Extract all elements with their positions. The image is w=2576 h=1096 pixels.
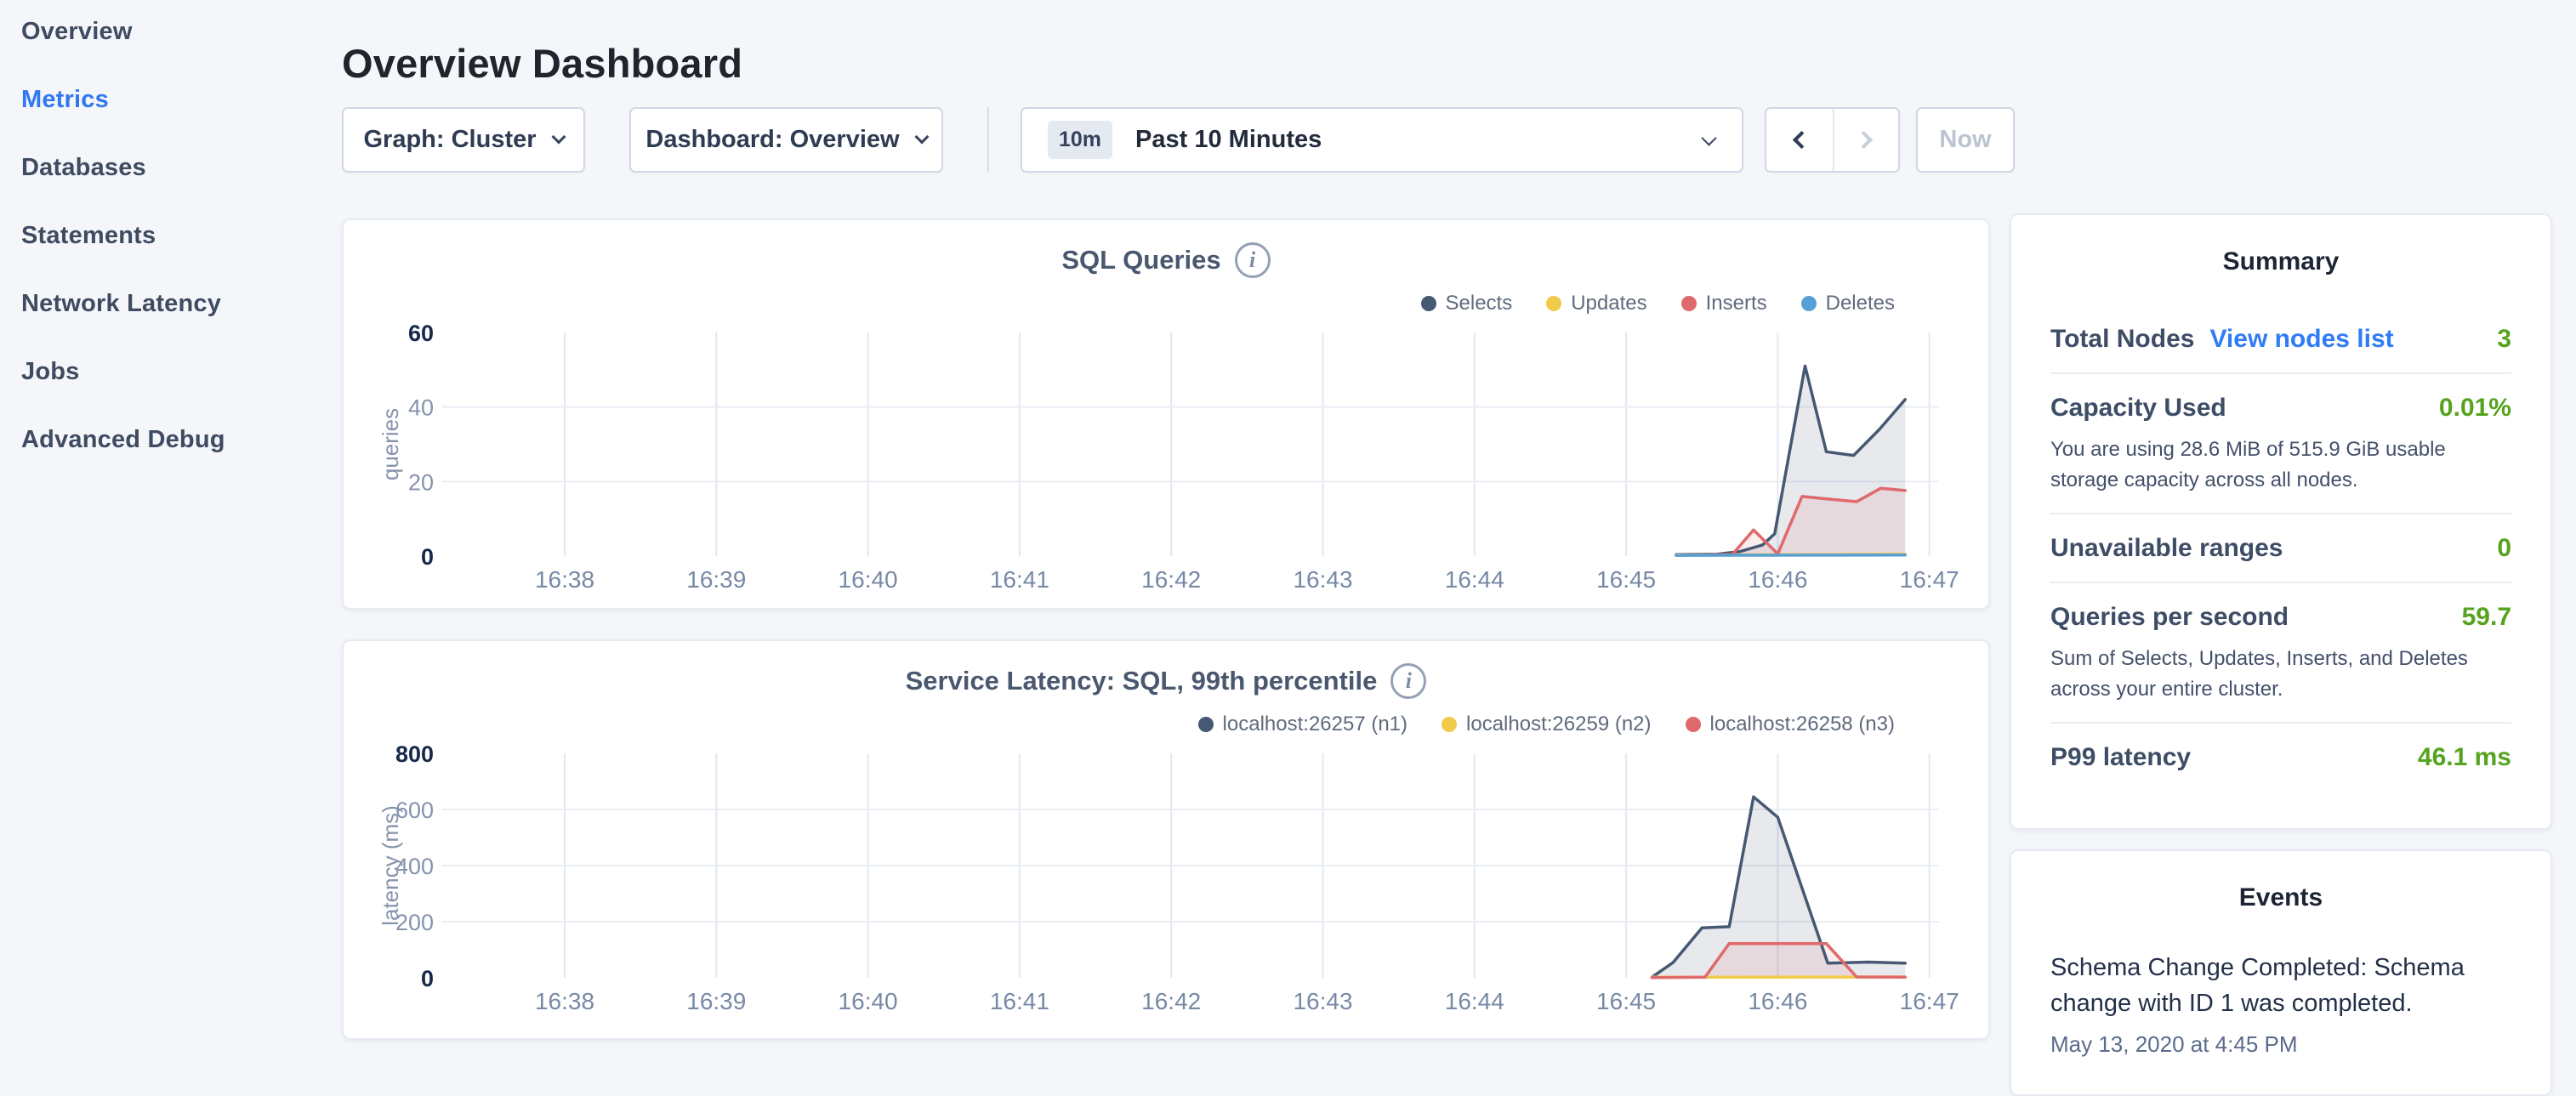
time-range-label: Past 10 Minutes [1135,126,1322,154]
svg-text:latency (ms): latency (ms) [378,805,403,926]
sidebar-item-label: Statements [21,221,156,250]
svg-text:16:44: 16:44 [1445,566,1504,593]
view-nodes-list-link[interactable]: View nodes list [2209,325,2393,354]
svg-text:16:40: 16:40 [839,988,898,1014]
sidebar-item-network-latency[interactable]: Network Latency [21,289,342,357]
summary-row-unavailable-ranges: Unavailable ranges 0 [2050,514,2511,582]
svg-text:16:45: 16:45 [1596,988,1656,1014]
svg-text:20: 20 [408,469,434,495]
controls-divider [987,107,989,173]
chevron-down-icon [1701,130,1716,145]
event-list-item: Schema Change Completed: Schema change w… [2050,950,2511,1058]
svg-text:16:46: 16:46 [1748,566,1807,593]
service-latency-chart-canvas[interactable]: 16:38 16:39 16:40 16:41 16:42 16:43 16:44 16:45… [344,641,1992,1042]
summary-panel-title: Summary [2050,215,2511,276]
summary-row-total-nodes: Total Nodes View nodes list 3 [2050,305,2511,372]
svg-text:16:43: 16:43 [1293,566,1352,593]
time-step-back-button[interactable] [1766,109,1833,171]
svg-text:16:42: 16:42 [1141,566,1201,593]
summary-row-value: 59.7 [2462,603,2511,632]
svg-text:16:39: 16:39 [686,566,746,593]
now-button[interactable]: Now [1916,107,2015,173]
summary-row-value: 0.01% [2439,394,2511,423]
svg-text:16:40: 16:40 [839,566,898,593]
time-range-dropdown[interactable]: 10m Past 10 Minutes [1021,107,1743,173]
svg-text:0: 0 [421,544,434,570]
chevron-left-icon [1793,131,1811,149]
events-panel-title: Events [2050,851,2511,912]
time-range-badge: 10m [1048,121,1112,159]
summary-row-value: 0 [2497,534,2511,563]
sidebar-item-statements[interactable]: Statements [21,221,342,289]
sidebar-item-label: Advanced Debug [21,425,225,454]
svg-text:16:42: 16:42 [1141,988,1201,1014]
summary-row-queries-per-second: Queries per second 59.7 [2050,583,2511,650]
svg-text:60: 60 [408,321,434,346]
events-panel: Events Schema Change Completed: Schema c… [2010,849,2552,1096]
svg-text:16:46: 16:46 [1748,988,1807,1014]
sql-queries-chart-canvas[interactable]: 16:38 16:39 16:40 16:41 16:42 16:43 16:44 16:45… [344,220,1992,611]
summary-row-label: Unavailable ranges [2050,534,2283,563]
chevron-right-icon [1855,131,1873,149]
summary-row-label: Total Nodes [2050,325,2194,354]
event-timestamp: May 13, 2020 at 4:45 PM [2050,1031,2511,1058]
sidebar-item-advanced-debug[interactable]: Advanced Debug [21,425,342,493]
graph-dropdown[interactable]: Graph: Cluster [342,107,585,173]
svg-text:16:41: 16:41 [990,566,1049,593]
sidebar-item-label: Databases [21,153,146,182]
svg-text:16:47: 16:47 [1900,988,1959,1014]
sidebar-item-label: Network Latency [21,289,221,318]
time-step-buttons [1765,107,1900,173]
summary-row-p99-latency: P99 latency 46.1 ms [2050,724,2511,791]
event-text: Schema Change Completed: Schema change w… [2050,950,2511,1021]
svg-text:16:44: 16:44 [1445,988,1504,1014]
time-step-forward-button[interactable] [1833,109,1899,171]
summary-row-value: 46.1 ms [2418,743,2511,772]
svg-text:16:38: 16:38 [535,566,594,593]
summary-panel: Summary Total Nodes View nodes list 3 Ca… [2010,213,2552,830]
summary-row-label: Queries per second [2050,603,2289,632]
sidebar-item-label: Overview [21,17,133,46]
controls-bar: Graph: Cluster Dashboard: Overview 10m P… [342,107,2043,173]
svg-text:16:45: 16:45 [1596,566,1656,593]
sidebar-item-overview[interactable]: Overview [21,17,342,85]
page-title: Overview Dashboard [342,40,742,88]
dashboard-dropdown-label: Dashboard: Overview [645,126,899,154]
now-button-label: Now [1939,126,1991,154]
summary-row-capacity-used: Capacity Used 0.01% [2050,374,2511,441]
svg-text:800: 800 [395,741,434,767]
sidebar: Overview Metrics Databases Statements Ne… [0,0,342,1051]
graph-dropdown-label: Graph: Cluster [363,126,536,154]
sql-queries-chart-card: SQL Queries i SelectsUpdatesInsertsDelet… [342,219,1990,610]
sidebar-item-metrics[interactable]: Metrics [21,85,342,153]
sidebar-item-label: Jobs [21,357,80,386]
dashboard-dropdown[interactable]: Dashboard: Overview [629,107,943,173]
sidebar-item-databases[interactable]: Databases [21,153,342,221]
svg-text:16:38: 16:38 [535,988,594,1014]
svg-text:16:39: 16:39 [686,988,746,1014]
svg-text:16:41: 16:41 [990,988,1049,1014]
summary-row-label: P99 latency [2050,743,2191,772]
chevron-down-icon [914,130,929,145]
summary-row-description: You are using 28.6 MiB of 515.9 GiB usab… [2050,434,2511,496]
summary-row-value: 3 [2497,325,2511,354]
svg-text:40: 40 [408,395,434,421]
sidebar-item-label: Metrics [21,85,109,114]
chevron-down-icon [551,130,566,145]
summary-row-label: Capacity Used [2050,394,2226,423]
service-latency-chart-card: Service Latency: SQL, 99th percentile i … [342,639,1990,1040]
summary-row-description: Sum of Selects, Updates, Inserts, and De… [2050,644,2511,705]
svg-text:16:47: 16:47 [1900,566,1959,593]
svg-text:16:43: 16:43 [1293,988,1352,1014]
svg-text:0: 0 [421,966,434,991]
sidebar-item-jobs[interactable]: Jobs [21,357,342,425]
svg-text:queries: queries [378,408,403,480]
